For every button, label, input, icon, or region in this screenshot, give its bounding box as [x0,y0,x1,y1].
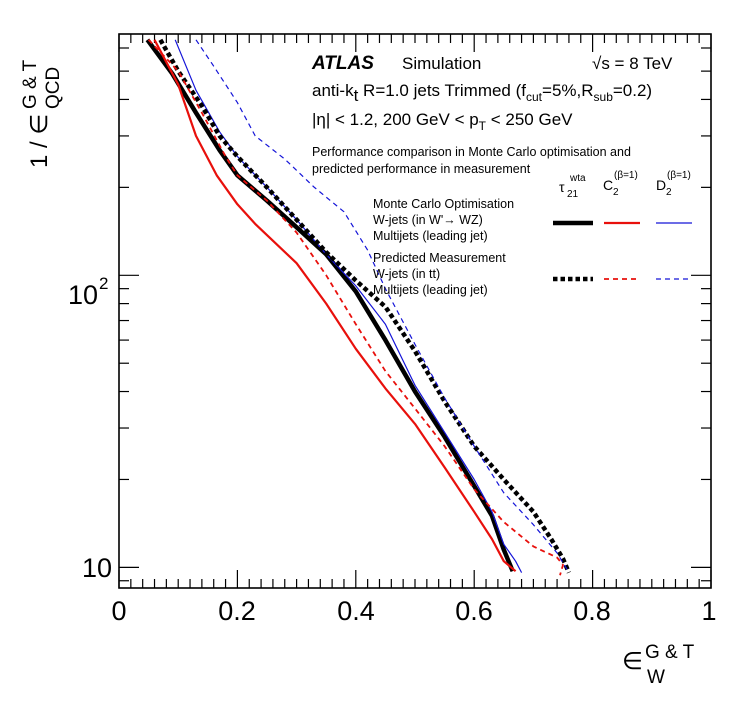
jet-definition: anti-kt R=1.0 jets Trimmed (fcut=5%,Rsub… [312,81,652,105]
svg-text:21: 21 [567,189,579,200]
legend-group-pred-line2: Multijets (leading jet) [373,283,488,297]
svg-text:D: D [656,177,666,193]
series-line-4 [147,39,564,576]
energy-label: √s = 8 TeV [592,54,673,73]
y-tick-label-10: 10 [82,553,112,583]
series-line-1 [153,39,517,573]
legend-group-pred-line1: W-jets (in tt) [373,267,440,281]
svg-text:2: 2 [613,187,619,198]
legend-group-mc-title: Monte Carlo Optimisation [373,197,514,211]
y-axis-label: 1 / ∈ G & T QCD [20,59,64,168]
svg-text:(β=1): (β=1) [667,170,691,181]
atlas-header: ATLAS Simulation √s = 8 TeV anti-kt R=1.… [311,53,673,176]
x-axis-label: ∈ G & T W [622,642,695,688]
svg-text:C: C [603,177,613,193]
caption-line-2: predicted performance in measurement [312,162,531,176]
svg-text:G & T: G & T [20,59,41,109]
y-tick-label-100-exponent: 2 [99,274,108,293]
series-line-3 [158,38,571,574]
legend-group-mc-line2: Multijets (leading jet) [373,229,488,243]
x-tick-label: 0.2 [218,596,256,626]
legend-group-pred-title: Predicted Measurement [373,251,506,265]
svg-text:(β=1): (β=1) [614,170,638,181]
svg-text:QCD: QCD [43,67,64,109]
x-tick-label: 0.4 [337,596,375,626]
x-tick-label: 0.6 [455,596,493,626]
axis-ticks [118,34,712,588]
simulation-label: Simulation [402,54,481,73]
series-line-2 [174,39,523,573]
legend-column-c2: C (β=1) 2 [603,170,638,198]
kinematic-selection: |η| < 1.2, 200 GeV < pT < 250 GeV [312,110,573,133]
svg-text:2: 2 [666,187,672,198]
legend: τ wta 21 C (β=1) 2 D (β=1) 2 Monte Carlo… [373,170,692,297]
svg-text:G & T: G & T [645,642,695,663]
series-line-0 [145,38,515,573]
legend-column-tau21: τ wta 21 [559,173,586,200]
svg-text:τ: τ [559,179,565,195]
series-layer [145,38,571,576]
svg-text:wta: wta [569,173,586,184]
legend-column-d2: D (β=1) 2 [656,170,691,198]
svg-text:1 / ∈: 1 / ∈ [26,114,53,168]
svg-text:∈: ∈ [622,648,643,675]
caption-line-1: Performance comparison in Monte Carlo op… [312,145,631,159]
atlas-label: ATLAS [311,53,374,74]
x-tick-label: 1 [701,596,716,626]
legend-group-mc-line1: W-jets (in W'→ WZ) [373,213,483,227]
x-tick-label: 0 [111,596,126,626]
y-tick-label-100: 10 [68,280,98,310]
svg-text:W: W [647,667,665,688]
x-tick-label: 0.8 [573,596,611,626]
series-line-5 [195,39,570,573]
